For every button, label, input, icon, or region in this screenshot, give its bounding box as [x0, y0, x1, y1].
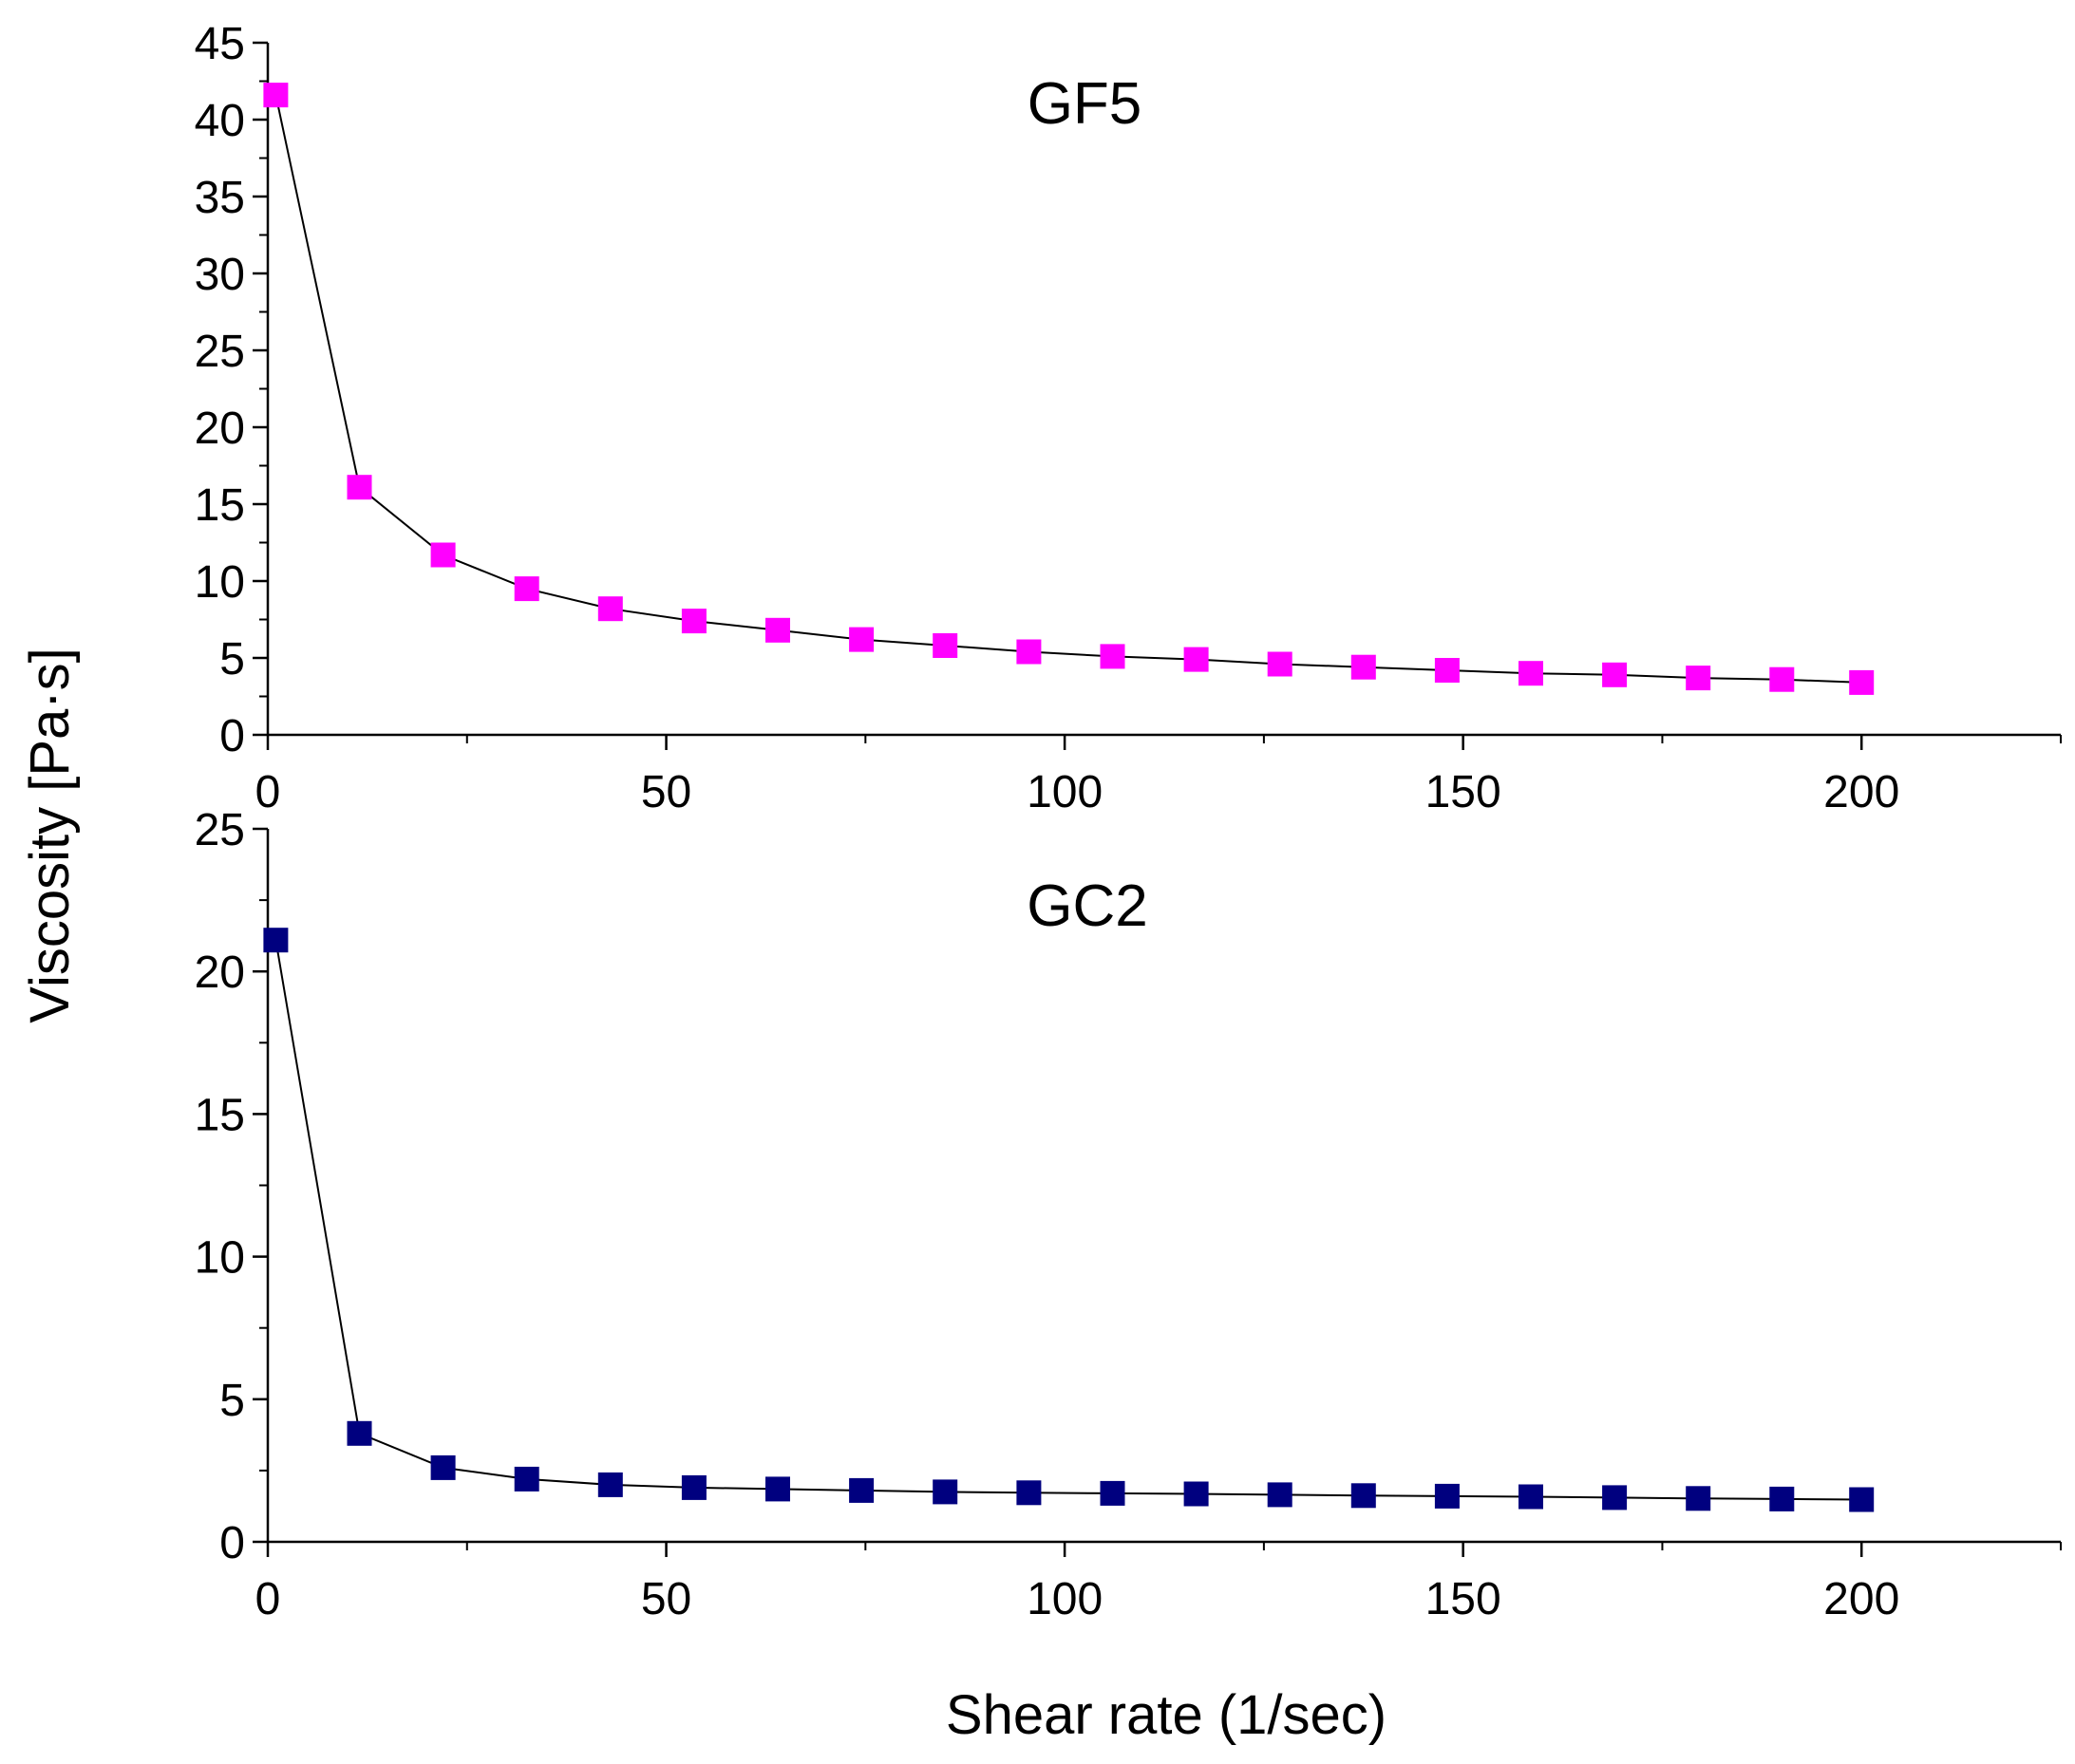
series-line [274, 940, 1862, 1501]
y-tick-label: 40 [195, 96, 245, 146]
data-point [597, 1472, 623, 1497]
y-tick-label: 5 [219, 1376, 245, 1426]
y-tick-label: 10 [195, 1233, 245, 1284]
data-point [849, 627, 875, 652]
x-tick-label: 200 [1823, 767, 1899, 817]
data-point [1434, 1483, 1460, 1509]
y-tick-label: 10 [195, 557, 245, 608]
data-point [430, 1454, 456, 1480]
y-tick-label: 45 [195, 19, 245, 69]
x-tick-label: 150 [1425, 1574, 1501, 1624]
data-point [1519, 1484, 1543, 1510]
data-point [681, 609, 707, 634]
x-tick-label: 200 [1823, 1574, 1899, 1624]
panel-title: GC2 [1027, 873, 1147, 939]
data-point [1769, 666, 1795, 692]
data-point [1849, 669, 1875, 695]
data-point [765, 617, 790, 643]
data-point [263, 928, 289, 953]
y-tick-label: 15 [195, 1090, 245, 1140]
data-point [1267, 651, 1292, 677]
data-point [1016, 1480, 1042, 1506]
y-tick-label: 20 [195, 403, 245, 454]
data-point [1100, 644, 1125, 669]
data-point [933, 633, 958, 658]
data-point [1183, 1481, 1209, 1507]
data-point [1686, 1486, 1711, 1511]
x-axis-title: Shear rate (1/sec) [946, 1684, 1386, 1746]
y-tick-label: 0 [219, 711, 245, 761]
data-point [1519, 661, 1543, 686]
x-tick-label: 150 [1425, 767, 1501, 817]
y-tick-label: 0 [219, 1518, 245, 1568]
data-point [1434, 658, 1460, 683]
data-point [1849, 1487, 1875, 1512]
y-tick-label: 30 [195, 250, 245, 300]
x-tick-label: 0 [255, 767, 281, 817]
data-point [933, 1479, 958, 1505]
data-point [1602, 662, 1628, 687]
y-tick-label: 5 [219, 634, 245, 685]
y-tick-label: 25 [195, 327, 245, 377]
data-point [1267, 1482, 1292, 1508]
data-point [430, 542, 456, 568]
data-point [514, 576, 539, 602]
data-point [1183, 647, 1209, 672]
data-point [514, 1466, 539, 1492]
y-tick-label: 35 [195, 173, 245, 223]
chart-panel-2: 0 5 10 15 20 25 0 50 100 150 200 GC2 [195, 805, 2062, 1624]
data-point [1350, 654, 1376, 680]
data-point [347, 1420, 372, 1446]
x-tick-label: 50 [641, 1574, 691, 1624]
x-tick-label: 50 [641, 767, 691, 817]
data-point [1100, 1480, 1125, 1506]
y-tick-label: 20 [195, 948, 245, 998]
data-point [597, 596, 623, 622]
panel-title: GF5 [1028, 71, 1142, 137]
data-point [1350, 1483, 1376, 1509]
data-point [681, 1474, 707, 1500]
y-tick-label: 15 [195, 480, 245, 531]
x-tick-label: 0 [255, 1574, 281, 1624]
y-tick-label: 25 [195, 805, 245, 855]
data-point [1602, 1485, 1628, 1511]
data-point [1016, 639, 1042, 665]
x-tick-label: 100 [1027, 767, 1103, 817]
data-point [347, 475, 372, 500]
data-point [1769, 1486, 1795, 1511]
x-tick-label: 100 [1027, 1574, 1103, 1624]
series-line [274, 94, 1862, 684]
data-point [765, 1476, 790, 1502]
chart-panel-1: 0 5 10 15 20 25 30 35 40 45 0 50 100 150 200 GF5 [195, 19, 2062, 817]
data-point [849, 1477, 875, 1503]
data-point [1686, 666, 1711, 691]
data-point [263, 83, 289, 108]
y-axis-title: Viscosity [Pa·s] [19, 647, 81, 1023]
